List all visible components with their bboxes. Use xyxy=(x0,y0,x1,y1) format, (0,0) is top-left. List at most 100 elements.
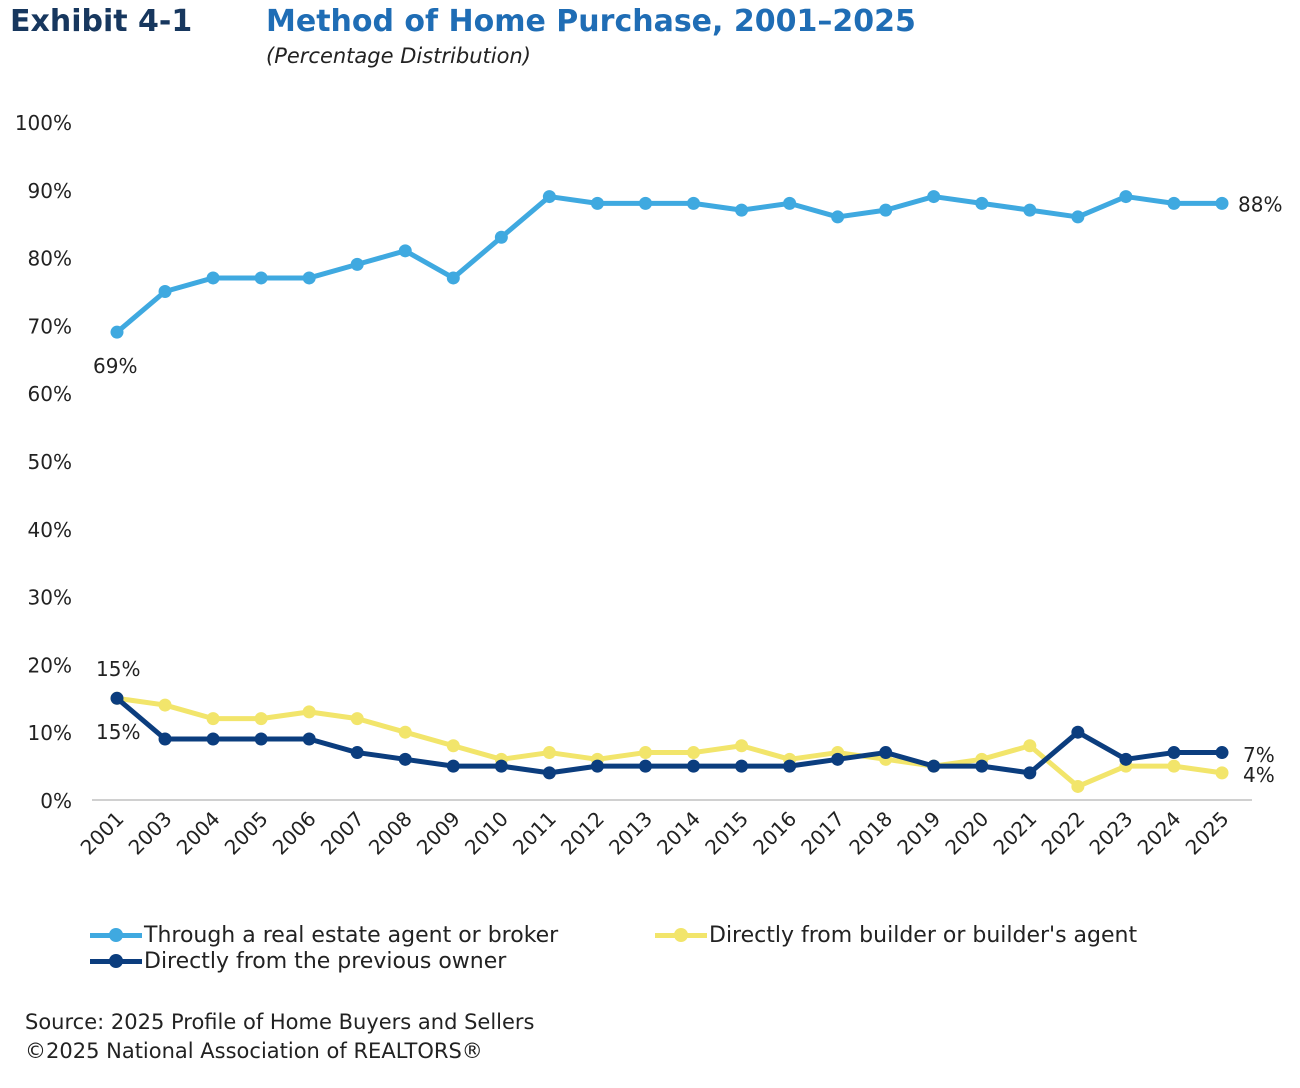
data-point xyxy=(110,691,124,705)
y-tick-label: 80% xyxy=(28,247,72,271)
data-point xyxy=(638,196,652,210)
data-point xyxy=(302,732,316,746)
y-tick-label: 60% xyxy=(28,382,72,406)
data-point xyxy=(687,746,701,760)
x-tick-label: 2012 xyxy=(556,807,609,860)
data-point xyxy=(158,698,172,712)
data-point xyxy=(206,732,220,746)
data-point xyxy=(110,325,124,339)
series-line xyxy=(116,695,1223,789)
data-point xyxy=(398,725,412,739)
legend-label-owner: Directly from the previous owner xyxy=(144,949,507,974)
data-point xyxy=(542,746,556,760)
data-point xyxy=(590,196,604,210)
data-label-owner-first: 15% xyxy=(96,720,140,744)
data-point xyxy=(254,271,268,285)
data-point xyxy=(350,257,364,271)
data-point xyxy=(446,271,460,285)
exhibit-number: Exhibit 4-1 xyxy=(10,4,193,39)
data-point xyxy=(1071,725,1085,739)
y-tick-label: 90% xyxy=(28,179,72,203)
data-point xyxy=(1167,746,1181,760)
data-point xyxy=(1167,196,1181,210)
x-tick-label: 2006 xyxy=(268,807,321,860)
data-label-owner-last: 7% xyxy=(1243,743,1275,767)
legend-item-builder: Directly from builder or builder's agent xyxy=(655,923,1137,948)
x-tick-label: 2025 xyxy=(1181,807,1234,860)
data-point xyxy=(494,759,508,773)
x-tick-label: 2023 xyxy=(1084,807,1137,860)
x-tick-label: 2003 xyxy=(124,807,177,860)
data-point xyxy=(879,746,893,760)
legend-item-agent: Through a real estate agent or broker xyxy=(90,923,558,948)
data-point xyxy=(1119,190,1133,204)
data-point xyxy=(1167,759,1181,773)
data-label-builder-last: 4% xyxy=(1243,763,1275,787)
chart-title: Method of Home Purchase, 2001–2025 xyxy=(266,4,916,39)
x-tick-label: 2020 xyxy=(940,807,993,860)
copyright-text: ©2025 National Association of REALTORS® xyxy=(25,1039,483,1063)
x-tick-label: 2001 xyxy=(76,807,129,860)
series-line xyxy=(115,194,1222,335)
data-point xyxy=(494,230,508,244)
y-tick-label: 100% xyxy=(15,111,72,135)
x-tick-label: 2011 xyxy=(508,807,561,860)
x-tick-label: 2010 xyxy=(460,807,513,860)
y-tick-label: 0% xyxy=(40,789,72,813)
data-point xyxy=(975,196,989,210)
data-point xyxy=(206,712,220,726)
y-tick-label: 50% xyxy=(28,450,72,474)
data-point xyxy=(638,746,652,760)
data-point xyxy=(687,196,701,210)
data-point xyxy=(350,746,364,760)
x-tick-label: 2016 xyxy=(748,807,801,860)
data-point xyxy=(158,732,172,746)
data-point xyxy=(735,759,749,773)
source-note: Source: 2025 Profile of Home Buyers and … xyxy=(25,1008,535,1066)
source-text: Source: 2025 Profile of Home Buyers and … xyxy=(25,1010,535,1034)
x-tick-label: 2022 xyxy=(1036,807,1089,860)
data-point xyxy=(350,712,364,726)
data-point xyxy=(1215,196,1229,210)
legend-swatch-owner xyxy=(90,954,142,968)
data-point xyxy=(1023,766,1037,780)
data-point xyxy=(735,203,749,217)
data-point xyxy=(927,759,941,773)
data-point xyxy=(638,759,652,773)
data-point xyxy=(398,752,412,766)
x-tick-label: 2021 xyxy=(988,807,1041,860)
data-point xyxy=(927,190,941,204)
data-point xyxy=(879,203,893,217)
x-tick-label: 2014 xyxy=(652,807,705,860)
data-label-agent-first: 69% xyxy=(93,354,137,378)
data-point xyxy=(735,739,749,753)
legend-swatch-agent xyxy=(90,928,142,942)
data-point xyxy=(302,705,316,719)
data-point xyxy=(302,271,316,285)
series-line xyxy=(115,696,1222,776)
x-tick-label: 2008 xyxy=(364,807,417,860)
x-tick-label: 2018 xyxy=(844,807,897,860)
data-point xyxy=(254,712,268,726)
data-point xyxy=(1215,766,1229,780)
data-point xyxy=(1023,203,1037,217)
x-tick-label: 2005 xyxy=(220,807,273,860)
y-tick-label: 40% xyxy=(28,518,72,542)
data-point xyxy=(831,210,845,224)
data-label-agent-last: 88% xyxy=(1238,192,1282,216)
x-tick-label: 2015 xyxy=(700,807,753,860)
data-point xyxy=(831,752,845,766)
x-tick-label: 2019 xyxy=(892,807,945,860)
data-point xyxy=(1071,210,1085,224)
x-tick-label: 2009 xyxy=(412,807,465,860)
legend-item-owner: Directly from the previous owner xyxy=(90,949,506,974)
data-point xyxy=(158,285,172,298)
x-tick-label: 2024 xyxy=(1133,807,1186,860)
data-point xyxy=(206,271,220,285)
data-point xyxy=(687,759,701,773)
y-tick-label: 20% xyxy=(28,653,72,677)
x-tick-label: 2007 xyxy=(316,807,369,860)
data-point xyxy=(1119,752,1133,766)
